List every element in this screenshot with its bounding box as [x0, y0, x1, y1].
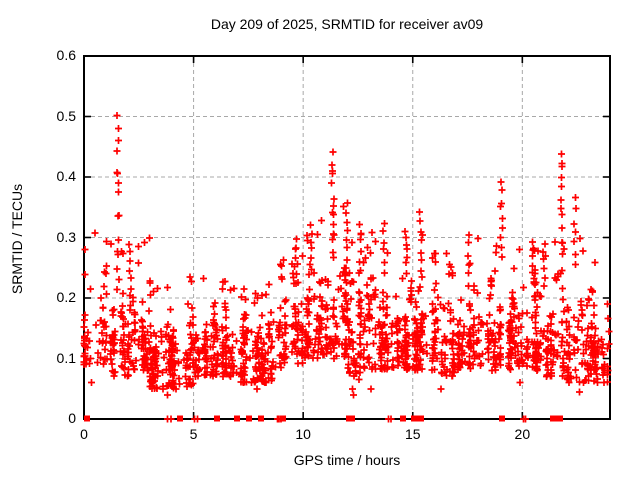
y-tick-label: 0.6: [56, 47, 76, 63]
x-tick-label: 15: [404, 426, 421, 442]
y-tick-label: 0.5: [56, 107, 76, 124]
x-tick-label: 5: [189, 426, 198, 442]
scatter-points: [80, 112, 613, 423]
x-axis-label: GPS time / hours: [293, 452, 401, 468]
x-tick-label: 20: [514, 426, 531, 442]
y-tick-label: 0.3: [56, 228, 76, 245]
x-tick-label: 10: [295, 426, 311, 442]
zero-flag-squares: [84, 415, 563, 422]
y-axis-label: SRMTID / TECUs: [9, 183, 25, 295]
chart-title: Day 209 of 2025, SRMTID for receiver av0…: [210, 16, 484, 32]
y-tick-label: 0.1: [56, 349, 76, 366]
y-tick-label: 0.2: [56, 289, 76, 305]
y-tick-label: 0.4: [56, 168, 76, 184]
y-tick-label: 0: [68, 410, 76, 426]
x-tick-label: 0: [80, 426, 88, 442]
